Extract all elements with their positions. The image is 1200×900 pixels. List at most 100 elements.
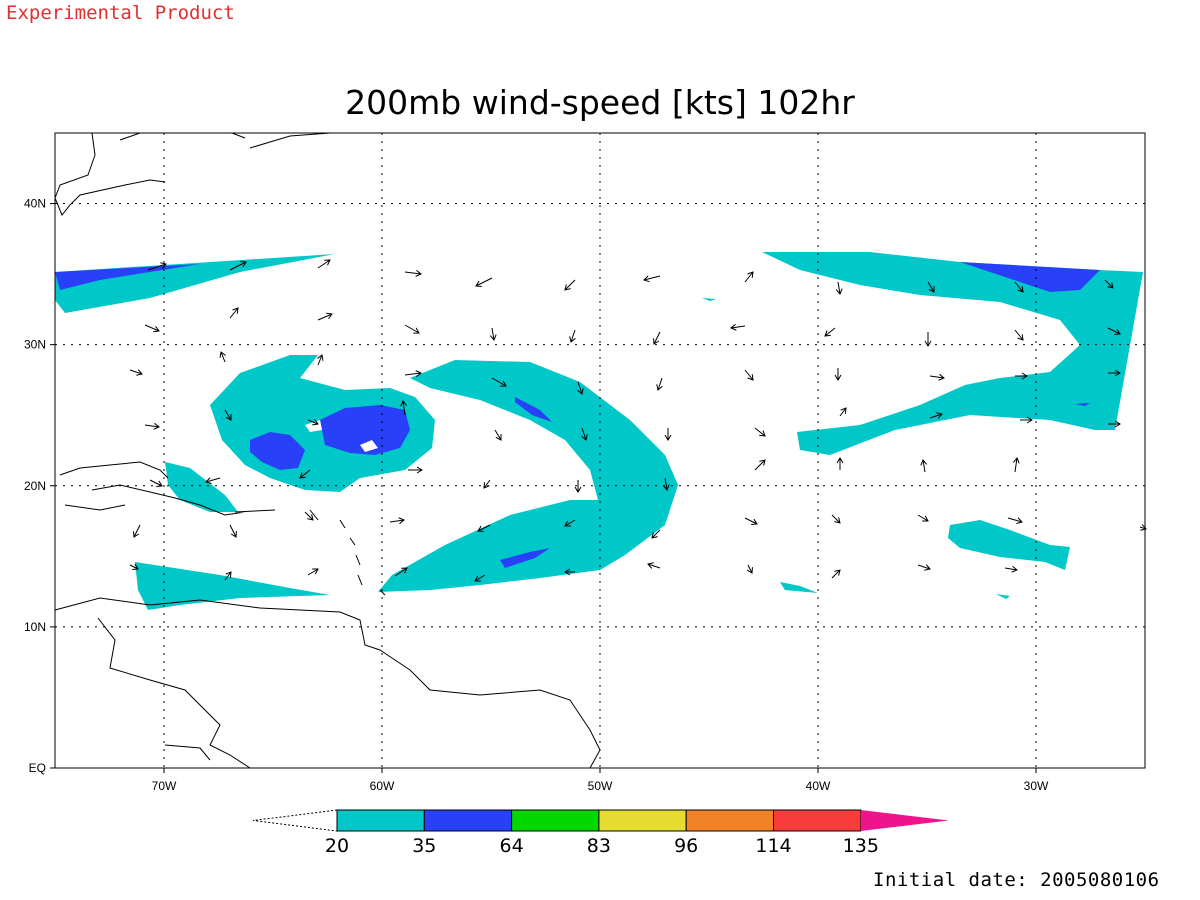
lat-lon-grid [55,133,1145,768]
lat-tick-label: 10N [24,620,46,634]
wind-vector [404,270,422,277]
wind-vector [577,381,584,395]
lon-tick-label: 50W [588,779,613,793]
wind-vector [917,564,931,571]
wind-vector [1020,416,1033,424]
wind-vector [924,332,932,347]
wind-vector [229,307,239,319]
hole-eye-b [360,440,378,452]
wind-vector [474,574,486,582]
wind-vector [1014,281,1024,293]
shade-area-tiny-2 [702,298,716,301]
shade-area-east-upper [762,252,1143,455]
colorbar-segment [423,809,513,832]
wind-vector [920,459,928,473]
shade-area-tiny-blue [1075,403,1090,406]
wind-vector [643,275,661,283]
colorbar: 20 35 64 83 96 114 135 [252,809,949,857]
lat-tick-label: 30N [24,338,46,352]
wind-vector [664,428,672,441]
wind-vector [839,407,847,417]
wind-vector [133,524,141,538]
wind-vector [404,324,420,334]
shade-area-core-a [320,405,410,455]
lat-tick-label: 20N [24,479,46,493]
wind-vector [317,312,333,321]
lon-tick-label: 60W [370,779,395,793]
wind-vector [581,427,588,441]
wind-vector [653,331,661,345]
wind-vector [317,259,331,269]
colorbar-level-label: 96 [674,835,698,857]
wind-vector [475,277,493,287]
wind-vector [929,412,943,419]
wind-vector [299,469,311,479]
wind-vector [836,457,844,470]
wind-vector [219,351,226,363]
lat-tick-label: EQ [29,761,46,775]
colorbar-segment [773,809,862,832]
colorbar-segment [598,809,687,832]
lon-tick-label: 30W [1024,779,1049,793]
wind-vector [662,477,670,491]
wind-vector [489,327,497,341]
wind-vector [224,409,232,421]
lat-tick-label: 40N [24,197,46,211]
shade-area-small-south [780,582,818,593]
map-title: 200mb wind-speed [kts] 102hr [345,83,855,122]
colorbar-level-label: 20 [325,835,349,857]
wind-vector [831,514,841,524]
coastline-lesser-antilles [309,509,386,596]
shade-area-caribbean-west [165,462,238,512]
colorbar-level-label: 35 [412,835,436,857]
wind-vector [730,323,746,331]
wind-speed-shading [55,252,1143,610]
shade-area-jet-core-west [55,264,200,290]
wind-vector [1015,372,1028,380]
shade-area-nw-jet [55,254,335,313]
wind-vector [744,271,754,283]
wind-vector [1007,517,1023,524]
wind-vector [835,281,843,295]
wind-vector [1004,565,1018,573]
wind-vector [754,427,766,437]
coastline-us-northeast [54,132,331,216]
wind-vector [205,477,221,484]
shade-area-tiny [996,594,1010,599]
shade-area-central-arc [378,360,678,592]
wind-vector [656,377,663,391]
wind-vector [129,563,139,570]
experimental-product-label: Experimental Product [6,2,235,24]
wind-vector [574,480,582,493]
shade-area-jet-core-east [960,262,1100,292]
wind-vector [229,261,247,271]
shading-35-64kt [55,262,1100,568]
shade-area-east-lower [948,520,1070,570]
wind-vector [477,524,491,532]
shade-area-streak-b [500,548,550,568]
wind-vector [834,368,842,381]
wind-vector [929,373,945,381]
wind-vector [564,519,576,527]
wind-vector [229,524,237,538]
coastlines [54,132,601,769]
colorbar-segment [511,809,600,832]
wind-vector [647,562,661,569]
wind-vector [400,400,408,416]
shade-area-core-b [250,432,305,470]
wind-vector [1108,420,1121,428]
wind-vector [1012,457,1020,473]
colorbar-level-label: 135 [843,835,879,857]
colorbar-level-label: 64 [500,835,524,857]
wind-vector [1014,329,1024,341]
wind-vector [149,479,163,487]
wind-vector [1104,279,1114,289]
wind-vector [564,568,575,576]
wind-vector [744,369,754,381]
colorbar-segment [336,809,425,832]
coastline-south-america [54,597,601,769]
wind-vector [831,569,841,579]
wind-vector [1107,327,1121,335]
wind-vector [404,370,422,377]
wind-vector [144,422,160,430]
